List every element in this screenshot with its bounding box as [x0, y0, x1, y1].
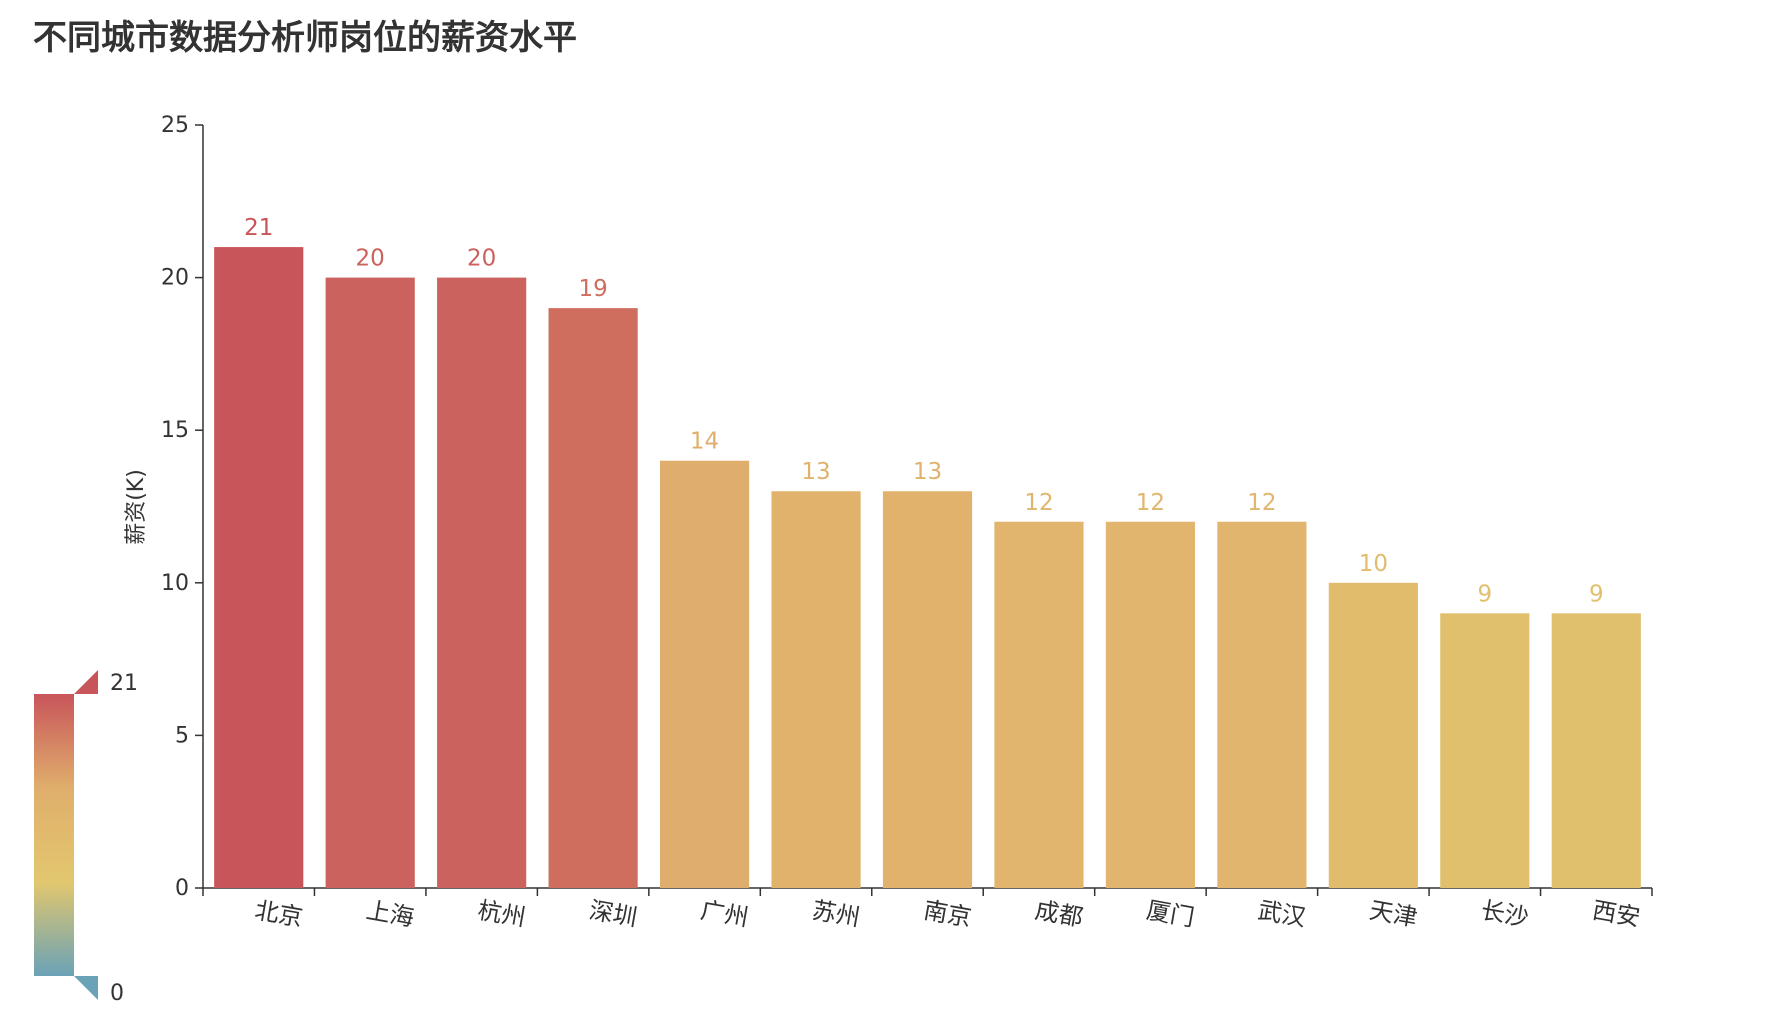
x-tick-label: 厦门 — [1144, 896, 1196, 932]
x-tick-label: 上海 — [364, 896, 416, 932]
y-tick-label: 10 — [161, 571, 189, 596]
bar[interactable] — [994, 521, 1084, 888]
bar[interactable] — [1105, 521, 1196, 888]
bar[interactable] — [659, 460, 750, 888]
y-axis: 0 5 10 15 20 25 — [161, 113, 204, 901]
bar-value-label: 20 — [467, 246, 496, 272]
bar-value-label: 12 — [1024, 490, 1053, 516]
bar-value-label: 13 — [801, 459, 830, 485]
bar-value-label: 9 — [1589, 581, 1604, 607]
x-axis: 北京 上海 杭州 深圳 广州 苏州 南京 成都 厦门 武汉 天津 长沙 西安 — [202, 887, 1653, 932]
bar-value-label: 21 — [244, 215, 273, 241]
bar[interactable] — [1328, 582, 1418, 888]
x-tick-label: 武汉 — [1256, 896, 1308, 932]
bar-value-label: 12 — [1247, 490, 1276, 516]
y-tick-label: 20 — [161, 266, 189, 291]
visual-map-max-label: 21 — [110, 671, 138, 696]
bar[interactable] — [214, 247, 304, 888]
bar-value-label: 19 — [578, 276, 607, 302]
visual-map[interactable]: 21 0 — [34, 670, 138, 1006]
bar-value-label: 13 — [913, 459, 942, 485]
bars: 21 20 20 19 14 13 13 12 12 12 10 9 9 — [214, 215, 1641, 889]
bar[interactable] — [1440, 613, 1530, 888]
bar-value-label: 20 — [356, 246, 385, 272]
bar[interactable] — [548, 308, 638, 888]
y-tick-label: 0 — [175, 876, 189, 901]
visual-map-min-label: 0 — [110, 981, 124, 1006]
x-tick-label: 长沙 — [1479, 896, 1531, 932]
x-tick-label: 苏州 — [810, 896, 862, 932]
x-tick-label: 杭州 — [476, 896, 528, 932]
x-tick-label: 西安 — [1590, 896, 1642, 932]
x-tick-label: 成都 — [1033, 896, 1085, 932]
bar[interactable] — [771, 491, 861, 888]
bar[interactable] — [1551, 613, 1641, 888]
bar-value-label: 10 — [1359, 551, 1388, 577]
x-tick-label: 广州 — [699, 896, 751, 932]
bar-value-label: 14 — [690, 429, 719, 455]
visual-map-max-handle[interactable] — [74, 670, 98, 694]
chart-title: 不同城市数据分析师岗位的薪资水平 — [33, 18, 577, 58]
y-axis-title: 薪资(K) — [124, 469, 149, 545]
bar-value-label: 9 — [1477, 581, 1492, 607]
visual-map-bar — [34, 694, 74, 976]
bar[interactable] — [325, 277, 415, 889]
bar[interactable] — [1217, 521, 1307, 888]
x-tick-label: 深圳 — [587, 896, 639, 932]
bar[interactable] — [437, 277, 527, 889]
x-tick-label: 天津 — [1367, 896, 1419, 932]
bar[interactable] — [882, 491, 973, 888]
bar-value-label: 12 — [1136, 490, 1165, 516]
x-tick-label: 南京 — [921, 896, 973, 932]
visual-map-min-handle[interactable] — [74, 976, 98, 1000]
y-tick-label: 5 — [175, 723, 189, 748]
x-tick-label: 北京 — [253, 896, 305, 932]
y-tick-label: 15 — [161, 418, 189, 443]
y-tick-label: 25 — [161, 113, 189, 138]
